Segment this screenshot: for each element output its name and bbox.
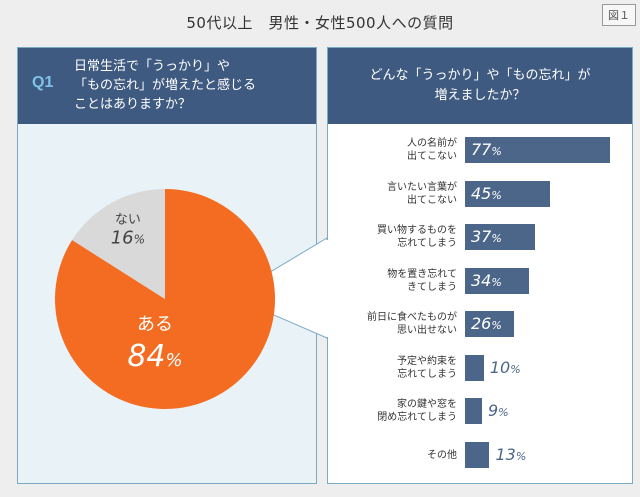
bar-category-label-line2: 出てこない <box>407 194 457 206</box>
bar-category-label-line2: 忘れてしまう <box>397 238 457 249</box>
bar-value-label: 34% <box>471 270 502 290</box>
bar <box>465 311 514 337</box>
q1-question-line3: ことはありますか？ <box>74 97 192 112</box>
callout-join <box>326 240 329 337</box>
bar-category-label: 前日に食べたものが思い出せない <box>329 311 457 337</box>
bar <box>465 441 490 468</box>
bar-value-label: 37% <box>471 227 502 246</box>
q2-question-line1: どんな「うっかり」や「もの忘れ」が <box>369 68 591 83</box>
bar <box>465 224 535 250</box>
pie-slice-no <box>72 188 165 299</box>
bar-category-label-line1: 物を置き忘れて <box>387 268 457 280</box>
bar-value-label: 77% <box>471 140 502 159</box>
bar-category-label: 言いたい言葉が 出てこない <box>329 181 457 207</box>
q1-question-line1: 日常生活で「うっかり」や <box>74 59 231 74</box>
bar-value-label: 26% <box>471 314 502 333</box>
bar-category-label: 家の鍵や窓を閉め忘れてしまう <box>329 398 457 424</box>
bar-value-label: 10% <box>489 357 521 377</box>
bar <box>465 398 482 424</box>
pie-label-yes-name: ある <box>137 314 173 335</box>
bar-category-label: 物を置き忘れて きてしまう <box>329 268 457 294</box>
bar-category-label: 予定や約束を 忘れてしまう <box>329 355 457 381</box>
q2-question-line2: 増えましたか？ <box>434 88 526 103</box>
bar-category-label-line1: 予定や約束を <box>397 355 457 367</box>
bar-category-label-line1: 買い物するものを <box>377 225 457 236</box>
q1-question: 日常生活で「うっかり」や 「もの忘れ」が増えたと感じる ことはありますか？ <box>74 57 312 114</box>
bar-category-label-line1: 前日に食べたものが <box>367 312 457 323</box>
q1-question-line2: 「もの忘れ」が増えたと感じる <box>74 78 257 93</box>
q1-label: Q1 <box>32 74 54 91</box>
pie-label-yes-value: 84% <box>127 339 182 374</box>
pie-label-no-value: 16% <box>111 228 145 249</box>
bar-category-label: 人の名前が出てこない <box>329 137 457 163</box>
q2-header: どんな「うっかり」や「もの忘れ」が 増えましたか？ <box>328 48 632 124</box>
bar-category-label-line2: 出てこない <box>407 151 457 162</box>
bar-category-label-line2: 閉め忘れてしまう <box>377 412 457 423</box>
bar-value-label: 9% <box>487 401 509 420</box>
bar-category-label: その他 <box>329 449 457 462</box>
bar-category-label-line2: きてしまう <box>407 281 457 293</box>
bar-category-label-line1: 言いたい言葉が <box>387 181 457 193</box>
bar <box>465 267 530 294</box>
bar-category-label: 買い物するものを忘れてしまう <box>329 224 457 250</box>
figure-label: 図１ <box>602 4 636 26</box>
bar <box>465 137 610 163</box>
bar <box>465 180 550 207</box>
q1-header: Q1 日常生活で「うっかり」や 「もの忘れ」が増えたと感じる ことはありますか？ <box>18 48 316 124</box>
bar-category-label-line2: 思い出せない <box>397 325 457 336</box>
bar-category-label-line1: その他 <box>427 449 457 461</box>
bar-value-label: 13% <box>495 444 527 464</box>
bar-value-label: 45% <box>471 183 502 203</box>
page-title: 50代以上 男性・女性500人への質問 <box>186 14 454 32</box>
bar <box>465 354 484 381</box>
bar-category-label-line1: 家の鍵や窓を <box>397 399 457 410</box>
pie-label-no-name: ない <box>115 213 141 228</box>
bar-category-label-line2: 忘れてしまう <box>397 368 457 380</box>
bar-category-label-line1: 人の名前が <box>407 138 457 149</box>
